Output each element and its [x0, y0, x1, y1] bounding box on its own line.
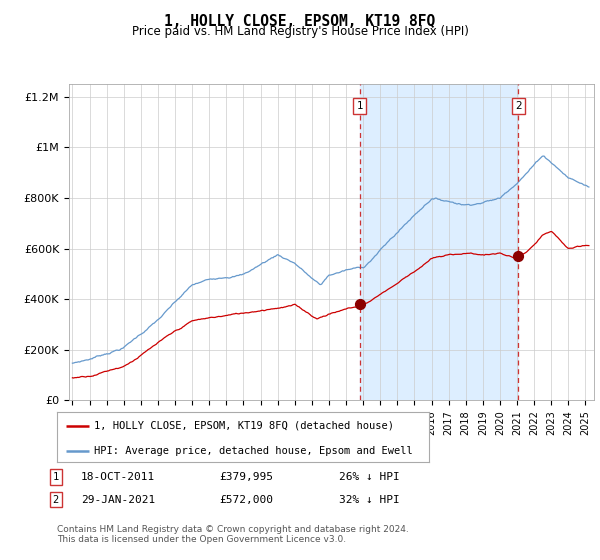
Text: Price paid vs. HM Land Registry's House Price Index (HPI): Price paid vs. HM Land Registry's House …	[131, 25, 469, 38]
Text: £572,000: £572,000	[219, 494, 273, 505]
Text: 32% ↓ HPI: 32% ↓ HPI	[339, 494, 400, 505]
Bar	[360, 84, 518, 400]
Text: 29-JAN-2021: 29-JAN-2021	[81, 494, 155, 505]
Text: Contains HM Land Registry data © Crown copyright and database right 2024.
This d: Contains HM Land Registry data © Crown c…	[57, 525, 409, 544]
Text: 18-OCT-2011: 18-OCT-2011	[81, 472, 155, 482]
Text: 1, HOLLY CLOSE, EPSOM, KT19 8FQ: 1, HOLLY CLOSE, EPSOM, KT19 8FQ	[164, 14, 436, 29]
Text: £379,995: £379,995	[219, 472, 273, 482]
Point	[514, 251, 523, 260]
Text: 1: 1	[356, 101, 363, 111]
Text: 1, HOLLY CLOSE, EPSOM, KT19 8FQ (detached house): 1, HOLLY CLOSE, EPSOM, KT19 8FQ (detache…	[94, 421, 394, 431]
Text: 2: 2	[515, 101, 522, 111]
Text: HPI: Average price, detached house, Epsom and Ewell: HPI: Average price, detached house, Epso…	[94, 446, 413, 456]
Text: 26% ↓ HPI: 26% ↓ HPI	[339, 472, 400, 482]
Text: 2: 2	[53, 494, 59, 505]
Text: 1: 1	[53, 472, 59, 482]
Point	[355, 300, 365, 309]
